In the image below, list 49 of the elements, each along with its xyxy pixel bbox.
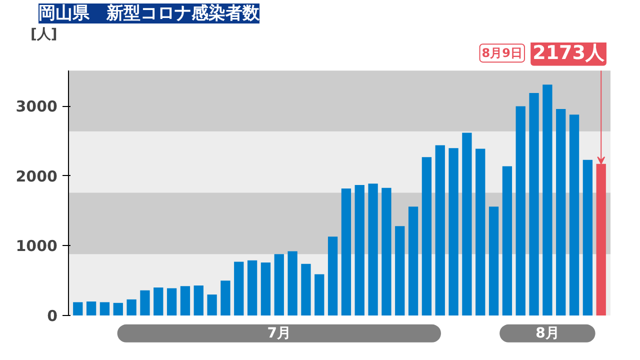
text: 8月	[536, 325, 560, 342]
bar	[476, 148, 486, 316]
bar	[207, 294, 217, 316]
bar	[220, 280, 230, 316]
bar	[516, 106, 526, 316]
bar	[86, 302, 96, 316]
bar	[154, 288, 164, 316]
text: 7月	[267, 325, 292, 342]
bar	[542, 84, 552, 316]
bar	[435, 145, 445, 316]
bar	[502, 166, 512, 316]
bar	[260, 262, 271, 316]
bar	[368, 184, 378, 316]
bar	[126, 299, 136, 316]
bar	[354, 185, 364, 316]
bar	[166, 288, 177, 316]
bar	[194, 285, 204, 316]
bar	[301, 264, 311, 316]
bar	[328, 236, 338, 316]
bar	[529, 92, 539, 316]
chart-title: 岡山県 新型コロナ感染者数	[38, 4, 260, 24]
bar	[140, 290, 150, 316]
bar	[448, 148, 458, 316]
bar	[180, 286, 190, 316]
bar	[569, 114, 580, 316]
bar	[395, 226, 405, 316]
y-axis-title: [人]	[30, 26, 58, 42]
y-tick-label: 3000	[16, 98, 58, 116]
data-label: 2173人	[532, 42, 606, 64]
bar	[488, 206, 499, 316]
bar	[422, 157, 432, 316]
y-tick-label: 1000	[16, 237, 58, 256]
y-tick-label: 0	[47, 306, 58, 325]
text: 8月9日	[482, 46, 522, 60]
bar	[341, 188, 352, 316]
bar	[314, 274, 324, 316]
bar	[288, 251, 298, 316]
bar	[113, 302, 123, 316]
bar	[100, 302, 110, 316]
y-tick-label: 2000	[16, 167, 58, 186]
bar	[247, 260, 258, 316]
bar	[382, 188, 392, 316]
bar	[274, 254, 284, 316]
bar	[556, 109, 566, 316]
bar	[408, 206, 418, 316]
bar	[73, 302, 83, 316]
bar	[582, 160, 593, 316]
bar	[234, 262, 244, 316]
bar	[462, 132, 472, 316]
